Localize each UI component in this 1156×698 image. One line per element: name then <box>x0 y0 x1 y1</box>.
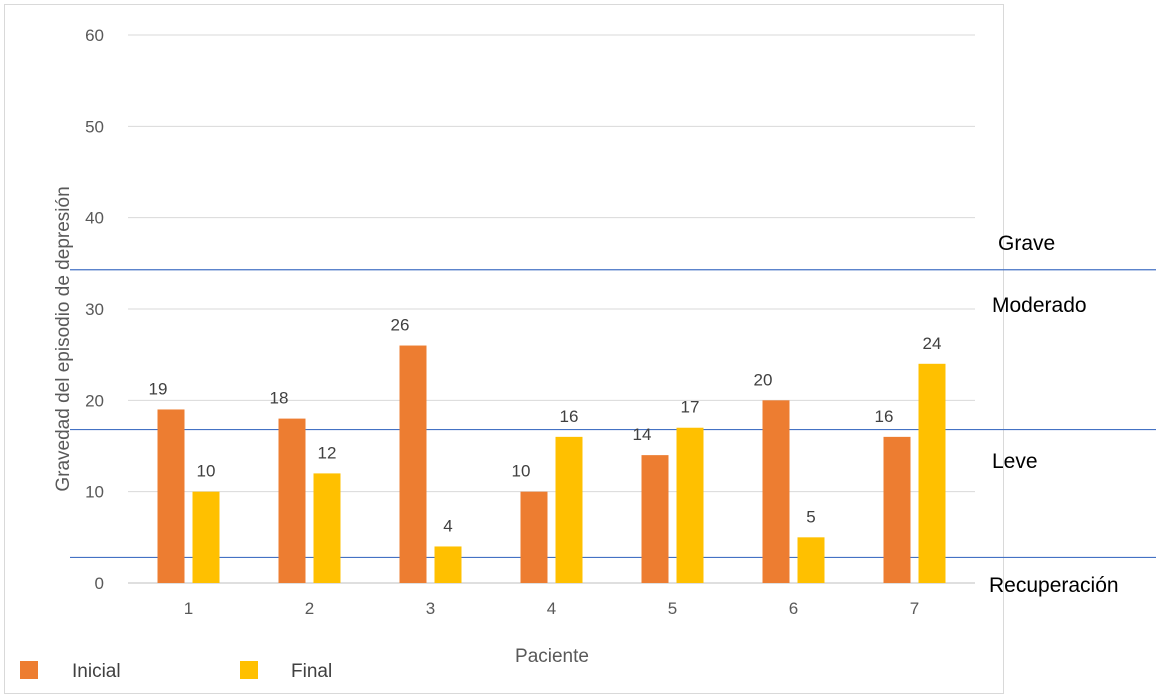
data-label: 10 <box>512 462 531 481</box>
data-label: 5 <box>806 507 815 526</box>
legend-swatch-final <box>240 661 258 679</box>
bar-inicial-7 <box>883 436 911 583</box>
y-axis-title: Gravedad del episodio de depresión <box>53 186 74 491</box>
bar-final-7 <box>918 363 946 583</box>
data-label: 4 <box>443 516 452 535</box>
legend-label-inicial: Inicial <box>72 661 121 682</box>
y-tick-label: 20 <box>85 391 104 410</box>
y-tick-label: 10 <box>85 483 104 502</box>
x-tick-label: 3 <box>426 599 435 618</box>
bar-inicial-2 <box>278 418 306 583</box>
bar-inicial-6 <box>762 400 790 583</box>
data-label: 16 <box>560 407 579 426</box>
data-label: 24 <box>923 334 942 353</box>
y-tick-label: 30 <box>85 300 104 319</box>
data-label: 16 <box>875 407 894 426</box>
x-tick-label: 4 <box>547 599 556 618</box>
bar-final-4 <box>555 436 583 583</box>
x-tick-label: 1 <box>184 599 193 618</box>
data-label: 18 <box>270 389 289 408</box>
bar-inicial-5 <box>641 455 669 583</box>
bar-final-5 <box>676 427 704 583</box>
data-label: 12 <box>318 443 337 462</box>
y-tick-label: 50 <box>85 117 104 136</box>
x-tick-label: 5 <box>668 599 677 618</box>
zone-label-grave: Grave <box>998 232 1055 255</box>
data-label: 10 <box>197 462 216 481</box>
data-label: 20 <box>754 370 773 389</box>
bar-final-2 <box>313 473 341 583</box>
legend: Inicial Final <box>20 661 332 682</box>
zone-label-moderado: Moderado <box>992 294 1087 317</box>
y-tick-label: 60 <box>85 26 104 45</box>
bar-final-3 <box>434 546 462 583</box>
y-tick-label: 40 <box>85 209 104 228</box>
legend-swatch-inicial <box>20 661 38 679</box>
bar-inicial-1 <box>157 409 185 583</box>
legend-label-final: Final <box>291 661 332 682</box>
bar-inicial-3 <box>399 345 427 583</box>
data-label: 14 <box>633 425 652 444</box>
x-tick-label: 7 <box>910 599 919 618</box>
x-axis-title: Paciente <box>515 646 589 667</box>
x-tick-label: 2 <box>305 599 314 618</box>
data-label: 26 <box>391 316 410 335</box>
bar-final-6 <box>797 537 825 583</box>
bar-inicial-4 <box>520 491 548 583</box>
chart-frame <box>4 4 1004 694</box>
data-label: 17 <box>681 398 700 417</box>
x-tick-label: 6 <box>789 599 798 618</box>
zone-label-recuperacion: Recuperación <box>989 574 1119 597</box>
bar-final-1 <box>192 491 220 583</box>
y-tick-label: 0 <box>95 574 104 593</box>
zone-label-leve: Leve <box>992 450 1038 473</box>
data-label: 19 <box>149 379 168 398</box>
